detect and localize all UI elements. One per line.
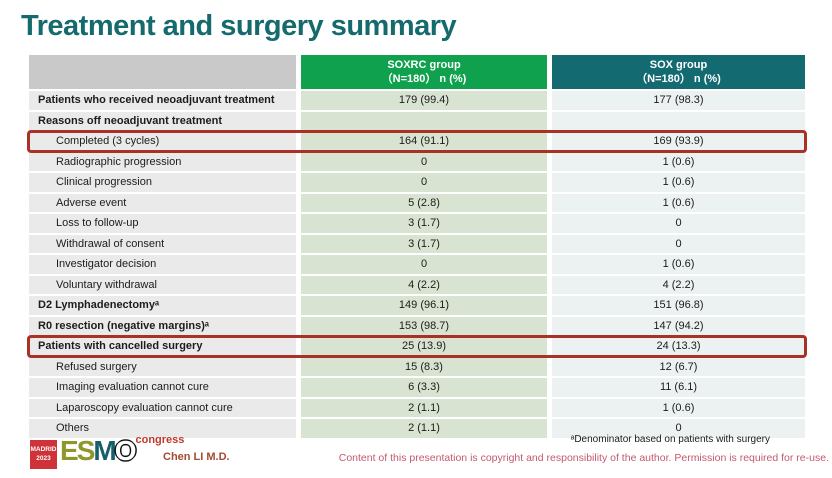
table-row: Others 2 (1.1) 0 [29,419,805,438]
table-row: Withdrawal of consent 3 (1.7) 0 [29,234,805,253]
table-row: Refused surgery 15 (8.3) 12 (6.7) [29,357,805,376]
row-value-sox: 177 (98.3) [552,91,805,110]
table-footnote: ᵃDenominator based on patients with surg… [570,434,770,445]
table-row-highlighted: Completed (3 cycles) 164 (91.1) 169 (93.… [27,130,807,153]
table-row: Voluntary withdrawal 4 (2.2) 4 (2.2) [29,275,805,294]
summary-table: SOXRC group （N=180） n (%) SOX group （N=1… [27,55,807,440]
row-value-sox [552,111,805,130]
congress-label: congress [135,434,185,446]
table-row: D2 Lymphadenectomyᵃ 149 (96.1) 151 (96.8… [29,296,805,315]
row-value-sox: 4 (2.2) [552,275,805,294]
row-label: Investigator decision [29,255,296,274]
soxrc-group-n: （N=180） n (%) [381,73,467,85]
table-row: Reasons off neoadjuvant treatment [29,111,805,130]
row-value-soxrc: 0 [301,255,547,274]
logo-city: MADRID [30,446,57,454]
table-row: Clinical progression 0 1 (0.6) [29,173,805,192]
header-cell-empty [29,55,296,89]
row-value-sox: 1 (0.6) [552,255,805,274]
row-label: Laparoscopy evaluation cannot cure [29,398,296,417]
row-value-sox: 24 (13.3) [552,337,805,356]
table-row: Adverse event 5 (2.8) 1 (0.6) [29,193,805,212]
row-value-sox: 0 [552,234,805,253]
row-label: Patients with cancelled surgery [29,337,296,356]
row-value-sox: 1 (0.6) [552,152,805,171]
row-value-soxrc: 25 (13.9) [301,337,547,356]
row-label: Loss to follow-up [29,214,296,233]
row-value-sox: 0 [552,419,805,438]
logo-year: 2023 [36,454,51,462]
row-value-sox: 1 (0.6) [552,193,805,212]
row-value-soxrc: 4 (2.2) [301,275,547,294]
header-cell-sox: SOX group （N=180） n (%) [552,55,805,89]
row-label: Withdrawal of consent [29,234,296,253]
presenter-name: Chen LI M.D. [163,451,230,463]
row-value-sox: 12 (6.7) [552,357,805,376]
table-row: Loss to follow-up 3 (1.7) 0 [29,214,805,233]
row-value-sox: 169 (93.9) [552,132,805,151]
row-value-soxrc: 15 (8.3) [301,357,547,376]
table-row-highlighted: Patients with cancelled surgery 25 (13.9… [27,335,807,358]
esmo-letter-e: E [60,435,79,466]
row-label: Adverse event [29,193,296,212]
row-label: Clinical progression [29,173,296,192]
row-value-soxrc: 3 (1.7) [301,234,547,253]
table-row: Imaging evaluation cannot cure 6 (3.3) 1… [29,378,805,397]
row-label: Voluntary withdrawal [29,275,296,294]
row-value-soxrc: 0 [301,152,547,171]
esmo-wordmark: E S M O [60,435,137,466]
row-value-soxrc: 3 (1.7) [301,214,547,233]
esmo-letter-o: O [114,435,137,466]
row-label: Reasons off neoadjuvant treatment [29,111,296,130]
table-row: Laparoscopy evaluation cannot cure 2 (1.… [29,398,805,417]
row-value-sox: 1 (0.6) [552,398,805,417]
row-value-sox: 147 (94.2) [552,316,805,335]
header-cell-soxrc: SOXRC group （N=180） n (%) [301,55,547,89]
row-label: Patients who received neoadjuvant treatm… [29,91,296,110]
table-row: Investigator decision 0 1 (0.6) [29,255,805,274]
row-value-soxrc: 149 (96.1) [301,296,547,315]
copyright-notice: Content of this presentation is copyrigh… [338,452,829,464]
row-value-soxrc: 2 (1.1) [301,398,547,417]
esmo-letter-m: M [93,435,116,466]
row-label: Completed (3 cycles) [29,132,296,151]
table-header-row: SOXRC group （N=180） n (%) SOX group （N=1… [29,55,805,89]
row-value-soxrc: 164 (91.1) [301,132,547,151]
table-row: Radiographic progression 0 1 (0.6) [29,152,805,171]
row-value-soxrc: 153 (98.7) [301,316,547,335]
row-value-soxrc [301,111,547,130]
row-value-soxrc: 6 (3.3) [301,378,547,397]
madrid-2023-badge: MADRID 2023 [30,440,57,469]
sox-group-title: SOX group [649,58,708,71]
sox-group-n: （N=180） n (%) [636,73,721,85]
table-row: Patients who received neoadjuvant treatm… [29,91,805,110]
row-value-sox: 1 (0.6) [552,173,805,192]
page-title: Treatment and surgery summary [21,10,457,42]
row-value-sox: 151 (96.8) [552,296,805,315]
row-value-soxrc: 2 (1.1) [301,419,547,438]
esmo-letter-s: S [76,435,96,466]
row-label: Refused surgery [29,357,296,376]
row-value-soxrc: 5 (2.8) [301,193,547,212]
row-label: Radiographic progression [29,152,296,171]
row-value-sox: 11 (6.1) [552,378,805,397]
row-value-sox: 0 [552,214,805,233]
row-label: Others [29,419,296,438]
row-value-soxrc: 0 [301,173,547,192]
row-label: Imaging evaluation cannot cure [29,378,296,397]
row-label: D2 Lymphadenectomyᵃ [29,296,296,315]
table-row: R0 resection (negative margins)ᵃ 153 (98… [29,316,805,335]
esmo-congress-logo: MADRID 2023 E S M O congress [30,433,184,469]
row-value-soxrc: 179 (99.4) [301,91,547,110]
row-label: R0 resection (negative margins)ᵃ [29,316,296,335]
soxrc-group-title: SOXRC group [387,58,461,71]
